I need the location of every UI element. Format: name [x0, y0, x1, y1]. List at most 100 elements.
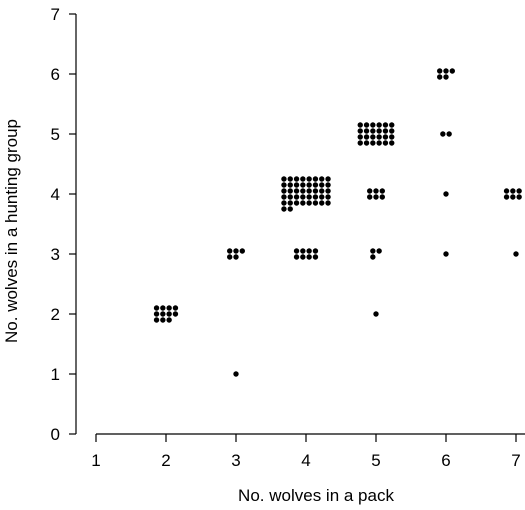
data-point [516, 188, 522, 194]
data-point [300, 194, 306, 200]
data-point [293, 248, 300, 254]
data-point [440, 131, 446, 137]
data-point [370, 248, 376, 254]
data-point [382, 122, 389, 128]
data-point [325, 200, 331, 206]
x-tick-label: 1 [91, 451, 100, 470]
data-point [389, 128, 395, 134]
data-point [293, 194, 300, 200]
data-point [373, 194, 379, 200]
data-point [376, 248, 382, 254]
data-point [382, 140, 389, 146]
data-point [503, 194, 510, 200]
data-point [325, 182, 331, 188]
data-point [363, 122, 370, 128]
data-point [382, 134, 389, 140]
data-point [443, 68, 449, 74]
data-point [376, 134, 382, 140]
data-point [300, 254, 306, 260]
data-point [233, 248, 239, 254]
data-point [319, 182, 325, 188]
data-point [503, 188, 510, 194]
data-point [319, 200, 325, 206]
x-axis: 1 2 3 4 5 6 7 [91, 433, 525, 470]
y-tick-label: 1 [51, 365, 60, 384]
data-point [389, 140, 395, 146]
data-point [293, 200, 300, 206]
data-point [382, 128, 389, 134]
x-tick-label: 2 [161, 451, 170, 470]
data-point [443, 74, 449, 80]
data-point [367, 194, 373, 200]
data-point [306, 254, 312, 260]
data-point [357, 128, 363, 134]
data-point [357, 122, 363, 128]
data-point [319, 176, 325, 182]
data-point [281, 206, 287, 212]
data-point [293, 182, 300, 188]
x-tick-label: 6 [441, 451, 450, 470]
data-point [357, 134, 363, 140]
data-point [281, 188, 287, 194]
data-point [287, 194, 293, 200]
data-point [357, 140, 363, 146]
y-tick-label: 6 [51, 65, 60, 84]
data-point [281, 194, 287, 200]
data-point [389, 122, 395, 128]
data-point [363, 140, 370, 146]
data-point [166, 305, 172, 311]
data-point [281, 200, 287, 206]
y-tick-label: 3 [51, 245, 60, 264]
x-tick-label: 3 [231, 451, 240, 470]
data-point [319, 188, 325, 194]
y-axis-label: No. wolves in a hunting group [2, 119, 21, 343]
x-tick-label: 7 [511, 451, 520, 470]
data-point [153, 305, 160, 311]
data-point [300, 188, 306, 194]
data-point [373, 311, 379, 317]
data-point [160, 305, 166, 311]
data-point [287, 182, 293, 188]
data-point [389, 134, 395, 140]
data-point [233, 254, 239, 260]
data-point [373, 188, 379, 194]
data-point [325, 176, 331, 182]
data-point [306, 176, 312, 182]
data-point [312, 188, 319, 194]
data-point [319, 194, 325, 200]
x-tick-label: 5 [371, 451, 380, 470]
data-point [363, 128, 370, 134]
y-tick-label: 4 [51, 185, 60, 204]
data-point [300, 248, 306, 254]
data-point [370, 134, 376, 140]
data-point [379, 188, 385, 194]
data-point [172, 311, 179, 317]
data-point [293, 188, 300, 194]
data-point [153, 311, 160, 317]
data-point [325, 194, 331, 200]
y-tick-label: 2 [51, 305, 60, 324]
data-point [160, 317, 166, 323]
data-point [376, 140, 382, 146]
data-point [510, 188, 516, 194]
data-point [443, 191, 449, 197]
data-point [306, 200, 312, 206]
data-point [172, 305, 179, 311]
data-point [166, 311, 172, 317]
data-point [293, 254, 300, 260]
data-point [227, 248, 233, 254]
data-point [166, 317, 172, 323]
data-point [312, 254, 319, 260]
x-tick-label: 4 [301, 451, 310, 470]
data-point [513, 251, 519, 257]
data-point [281, 176, 287, 182]
data-point [281, 182, 287, 188]
data-point [367, 188, 373, 194]
data-point [325, 188, 331, 194]
data-point [306, 182, 312, 188]
data-point [287, 176, 293, 182]
data-point [370, 140, 376, 146]
y-axis: 0 1 2 3 4 5 6 7 [51, 5, 77, 444]
y-tick-label: 5 [51, 125, 60, 144]
